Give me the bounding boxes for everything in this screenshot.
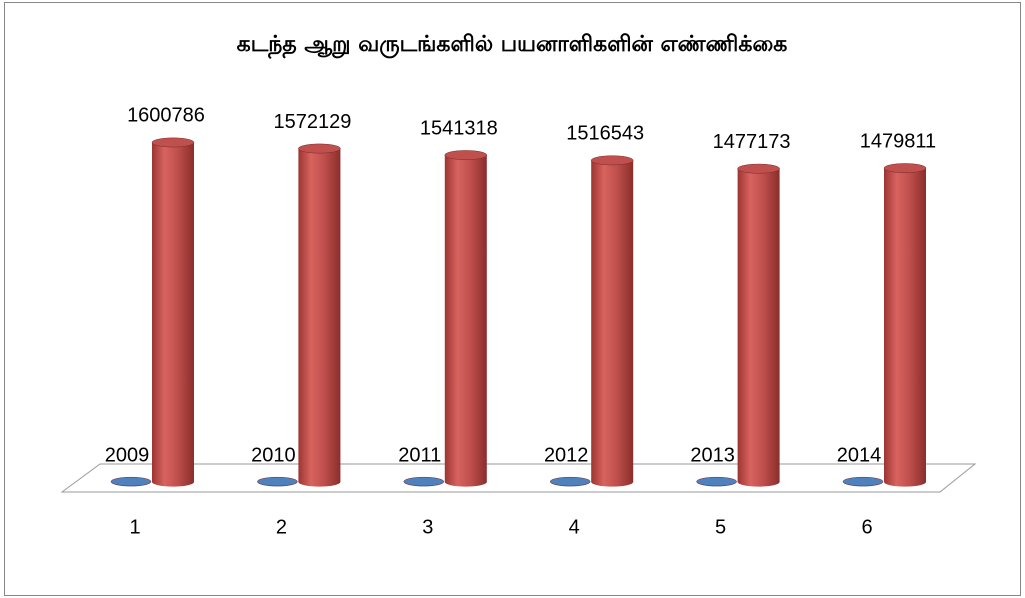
cylinder-top: [696, 476, 737, 487]
cylinder: [590, 155, 634, 487]
data-label: 1479811: [860, 130, 936, 152]
cylinder-body: [591, 160, 634, 482]
cylinder-top: [110, 476, 152, 487]
data-label: 2012: [544, 444, 589, 466]
x-tick-label: 3: [422, 516, 433, 538]
data-label: 1541318: [420, 117, 498, 139]
cylinder-top: [842, 476, 884, 487]
cylinder-top: [883, 163, 927, 173]
cylinder: [257, 476, 298, 487]
cylinder-body: [152, 142, 194, 483]
chart-title: கடந்த ஆறு வருடங்களில் பயனாளிகளின் எண்ணிக…: [237, 32, 788, 59]
cylinder-top: [257, 476, 298, 487]
cylinder-top: [403, 476, 445, 487]
cylinder: [549, 476, 591, 487]
data-label: 2011: [398, 444, 441, 466]
cylinder-top: [590, 155, 634, 166]
data-label: 1516543: [566, 123, 644, 145]
x-tick-label: 2: [276, 516, 287, 538]
data-label: 1477173: [713, 131, 791, 153]
x-tick-label: 1: [129, 516, 140, 538]
floor: [60, 463, 977, 493]
data-label: 2014: [837, 444, 882, 466]
cylinder-body: [444, 155, 487, 482]
data-label: 2013: [690, 444, 735, 466]
data-label: 2009: [105, 444, 150, 466]
data-label: 2010: [251, 444, 296, 466]
cylinder: [298, 143, 341, 487]
x-tick-label: 5: [715, 516, 726, 538]
cylinder: [737, 163, 780, 487]
data-label: 1600786: [127, 105, 205, 127]
cylinder: [444, 150, 488, 487]
cylinder-body: [884, 168, 926, 482]
cylinder-body: [298, 148, 341, 483]
data-label: 1572129: [273, 111, 351, 133]
cylinder: [110, 476, 152, 487]
cylinder-body: [737, 168, 780, 482]
x-tick-label: 4: [569, 516, 580, 538]
cylinder: [151, 137, 195, 487]
cylinder-top: [444, 150, 488, 160]
cylinder: [696, 476, 737, 487]
cylinder-top: [151, 137, 195, 148]
cylinder-top: [737, 163, 780, 174]
x-tick-label: 6: [861, 516, 872, 538]
cylinder-top: [298, 143, 341, 154]
cylinder: [403, 476, 445, 487]
cylinder: [883, 163, 927, 487]
cylinder-top: [549, 476, 591, 487]
cylinder: [842, 476, 884, 487]
